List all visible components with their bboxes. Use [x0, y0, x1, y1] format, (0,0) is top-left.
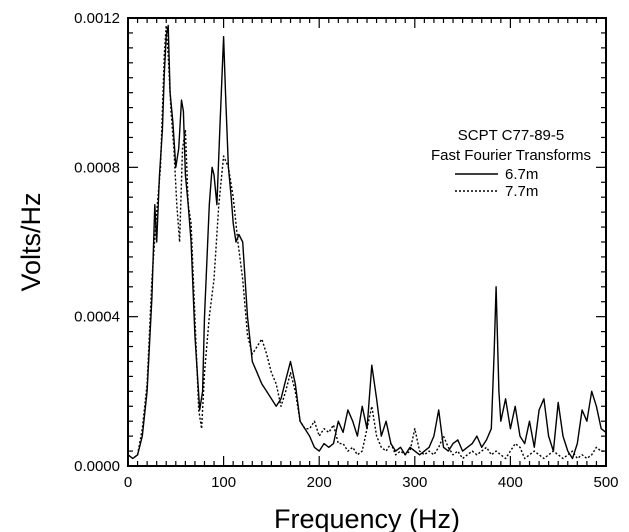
y-tick-label: 0.0008 [74, 159, 120, 176]
x-tick-labels: 0 100 200 300 400 500 [124, 474, 619, 491]
y-tick-label: 0.0012 [74, 10, 120, 27]
series-line-6-7m [127, 24, 607, 460]
legend-label-6-7m: 6.7m [505, 166, 538, 183]
x-tick-label: 500 [593, 474, 618, 491]
series-layer [127, 24, 607, 460]
x-tick-label: 200 [307, 474, 332, 491]
y-axis-title: Volts/Hz [16, 192, 46, 291]
x-tick-label: 300 [402, 474, 427, 491]
y-tick-label: 0.0000 [74, 458, 120, 475]
legend-title-line1: SCPT C77-89-5 [458, 127, 564, 144]
x-axis-title: Frequency (Hz) [274, 504, 460, 532]
legend: SCPT C77-89-5 Fast Fourier Transforms 6.… [431, 127, 591, 200]
axis-ticks [127, 17, 607, 467]
y-tick-label: 0.0004 [74, 309, 120, 326]
series-line-7-7m [127, 24, 606, 460]
x-tick-label: 100 [211, 474, 236, 491]
plot-frame [127, 17, 607, 467]
legend-title-line2: Fast Fourier Transforms [431, 147, 591, 164]
y-tick-labels: 0.0000 0.0004 0.0008 0.0012 [74, 10, 120, 475]
legend-label-7-7m: 7.7m [505, 183, 538, 200]
x-tick-label: 400 [498, 474, 523, 491]
x-tick-label: 0 [124, 474, 132, 491]
